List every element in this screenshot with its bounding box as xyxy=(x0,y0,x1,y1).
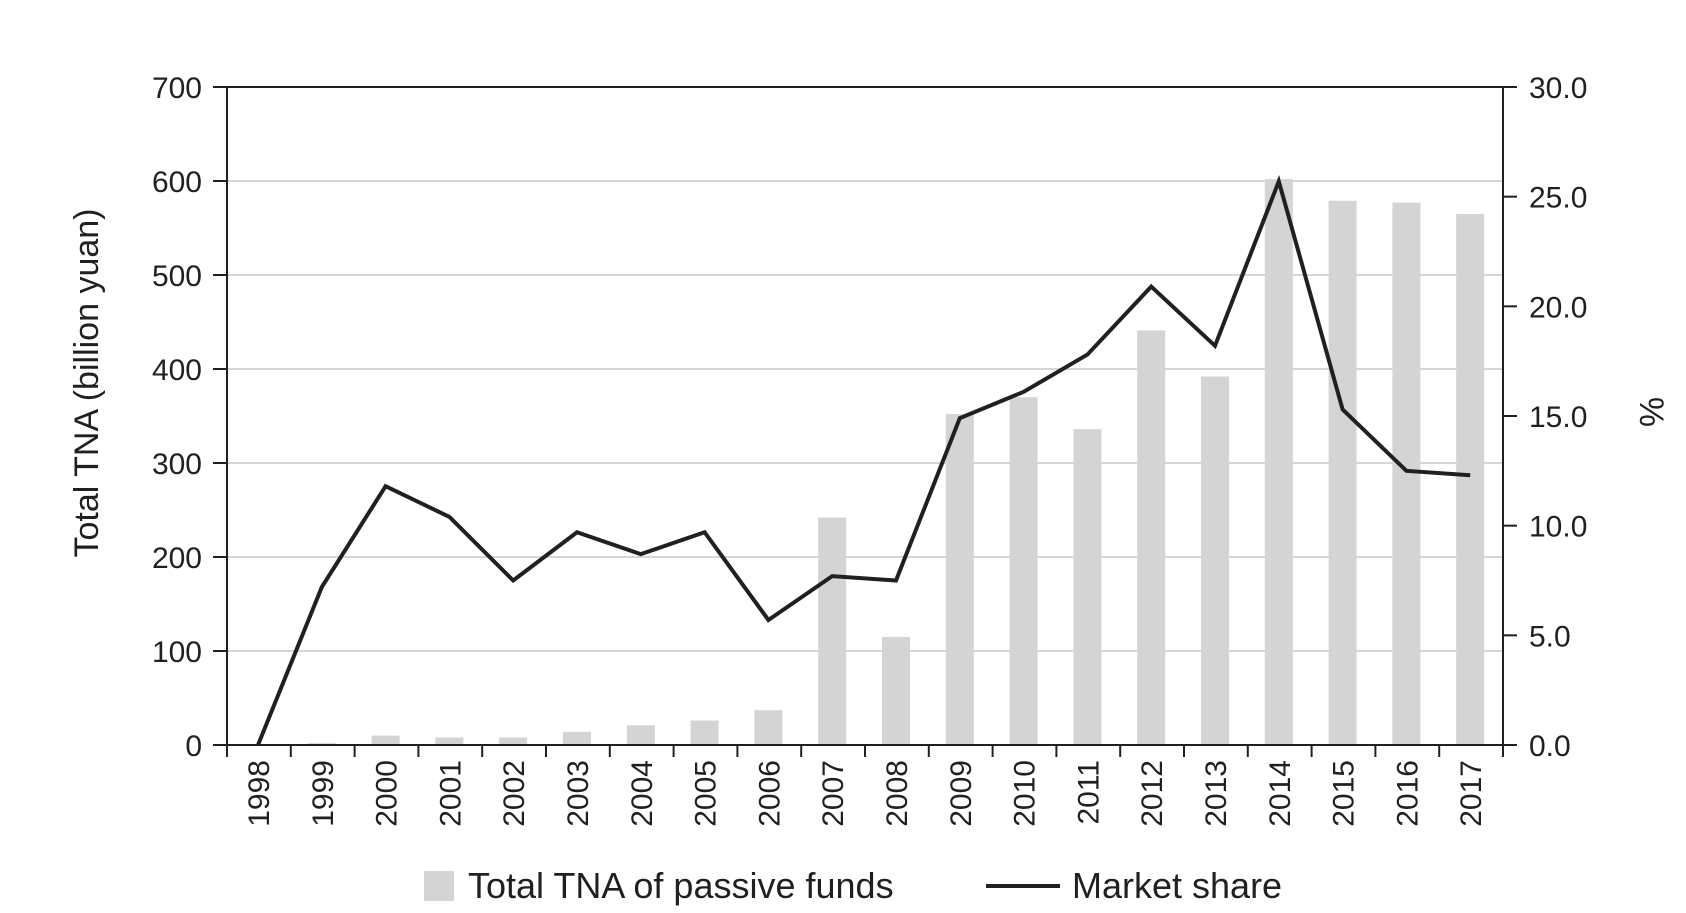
bar-2012 xyxy=(1137,330,1166,745)
bar-2015 xyxy=(1328,200,1357,746)
x-tick-label-2003: 2003 xyxy=(562,760,595,827)
bar-2007 xyxy=(818,517,847,745)
x-tick-label-2010: 2010 xyxy=(1009,760,1042,827)
x-tick-label-2000: 2000 xyxy=(371,760,404,827)
x-tick-label-1998: 1998 xyxy=(243,760,276,827)
x-tick-label-2006: 2006 xyxy=(753,760,786,827)
axes xyxy=(213,86,1517,746)
bar-2016 xyxy=(1392,202,1421,745)
left-tick-label: 200 xyxy=(152,542,202,575)
bar-2010 xyxy=(1009,397,1038,745)
bar-2000 xyxy=(371,735,400,745)
x-tick-label-2015: 2015 xyxy=(1328,760,1361,827)
legend-bar-label: Total TNA of passive funds xyxy=(468,865,894,906)
line-series xyxy=(256,174,1471,746)
x-tick-label-2017: 2017 xyxy=(1455,760,1488,827)
bar-2017 xyxy=(1456,213,1485,745)
bar-2009 xyxy=(945,414,974,745)
left-tick-label: 100 xyxy=(152,636,202,669)
right-tick-label: 10.0 xyxy=(1529,511,1587,544)
right-tick-label: 25.0 xyxy=(1529,182,1587,215)
bar-2008 xyxy=(882,636,910,745)
x-tick-label-2002: 2002 xyxy=(498,760,531,827)
left-tick-label: 400 xyxy=(152,354,202,387)
x-tick-label-2013: 2013 xyxy=(1200,760,1233,827)
x-tick-label-2008: 2008 xyxy=(881,760,914,827)
bar-2013 xyxy=(1201,376,1229,745)
gridlines xyxy=(227,180,1503,652)
right-y-ticks: 0.0 5.0 10.0 15.0 20.0 25.0 30.0 xyxy=(1503,72,1587,763)
market-share-line xyxy=(256,174,1471,746)
x-tick-label-2014: 2014 xyxy=(1264,760,1297,827)
left-tick-label: 600 xyxy=(152,166,202,199)
bar-2002 xyxy=(499,737,528,745)
bar-2014 xyxy=(1264,179,1293,745)
left-y-axis-label: Total TNA (billion yuan) xyxy=(68,209,106,558)
bar-2004 xyxy=(626,725,655,745)
x-tick-label-1999: 1999 xyxy=(307,760,340,827)
right-y-axis-label: % xyxy=(1632,397,1670,427)
right-tick-label: 30.0 xyxy=(1529,72,1587,105)
left-y-ticks: 0 100 200 300 400 500 600 700 xyxy=(152,72,227,763)
bar-2005 xyxy=(690,720,719,745)
x-tick-label-2004: 2004 xyxy=(626,760,659,827)
right-tick-label: 5.0 xyxy=(1529,620,1571,653)
x-tick-label-2009: 2009 xyxy=(945,760,978,827)
right-tick-label: 0.0 xyxy=(1529,730,1571,763)
left-tick-label: 300 xyxy=(152,448,202,481)
x-tick-label-2001: 2001 xyxy=(434,760,467,827)
left-tick-label: 0 xyxy=(185,730,202,763)
bar-2003 xyxy=(563,731,591,745)
x-tick-label-2005: 2005 xyxy=(690,760,723,827)
legend-line-label: Market share xyxy=(1072,865,1282,906)
legend-bar-swatch xyxy=(424,871,454,901)
bar-series xyxy=(307,179,1485,746)
x-ticks: 1998 1999 2000 2001 2002 2003 2004 2005 2006 2007… xyxy=(226,745,1504,827)
left-tick-label: 500 xyxy=(152,260,202,293)
x-tick-label-2011: 2011 xyxy=(1072,760,1105,825)
bar-2006 xyxy=(754,710,783,745)
bar-2001 xyxy=(435,737,464,745)
right-tick-label: 20.0 xyxy=(1529,291,1587,324)
x-tick-label-2007: 2007 xyxy=(817,760,850,827)
bar-2011 xyxy=(1073,429,1102,745)
x-tick-label-2012: 2012 xyxy=(1136,760,1169,827)
x-tick-label-2016: 2016 xyxy=(1391,760,1424,827)
right-tick-label: 15.0 xyxy=(1529,401,1587,434)
left-tick-label: 700 xyxy=(152,72,202,105)
legend: Total TNA of passive funds Market share xyxy=(424,865,1282,906)
